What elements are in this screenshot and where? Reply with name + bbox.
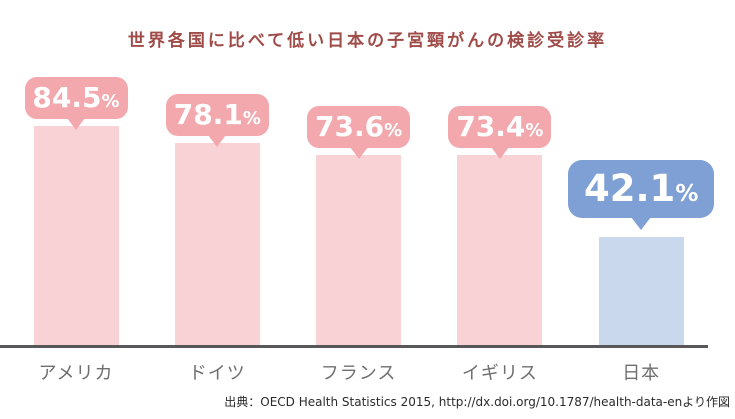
value-bubble-フランス: 73.6%	[307, 106, 411, 148]
bubble-tail-icon	[349, 147, 368, 159]
value-number: 73.4	[456, 110, 526, 143]
category-label-日本: 日本	[622, 363, 661, 384]
percent-sign: %	[242, 108, 261, 129]
bubble-tail-icon	[631, 217, 652, 230]
chart-title: 世界各国に比べて低い日本の子宮頸がんの検診受診率	[127, 31, 608, 51]
bubble-tail-icon	[208, 135, 227, 147]
value-bubble-イギリス: 73.4%	[448, 106, 552, 148]
category-label-アメリカ: アメリカ	[38, 363, 114, 384]
bar-フランス	[316, 155, 402, 346]
bubble-tail-icon	[490, 147, 509, 159]
value-number: 84.5	[32, 81, 102, 114]
value-bubble-日本: 42.1%	[568, 160, 715, 218]
percent-sign: %	[101, 91, 120, 112]
value-number: 78.1	[173, 98, 243, 131]
bar-日本	[598, 237, 684, 346]
value-bubble-アメリカ: 84.5%	[24, 77, 128, 119]
value-number: 73.6	[315, 110, 385, 143]
category-label-フランス: フランス	[320, 363, 397, 384]
category-label-ドイツ: ドイツ	[188, 363, 246, 384]
value-number: 42.1	[584, 167, 676, 210]
bar-イギリス	[457, 155, 543, 346]
category-label-イギリス: イギリス	[461, 363, 538, 384]
bar-ドイツ	[174, 143, 260, 346]
source-citation: 出典：OECD Health Statistics 2015, http://d…	[224, 395, 730, 409]
percent-sign: %	[525, 120, 544, 141]
x-axis-line	[0, 345, 708, 348]
bar-アメリカ	[33, 126, 119, 346]
percent-sign: %	[384, 120, 403, 141]
bubble-tail-icon	[67, 118, 85, 130]
value-bubble-ドイツ: 78.1%	[165, 94, 269, 136]
percent-sign: %	[675, 181, 699, 207]
